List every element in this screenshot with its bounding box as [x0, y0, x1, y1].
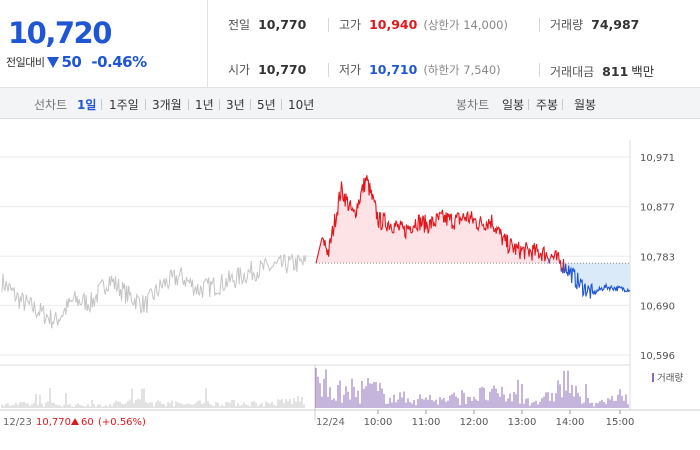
change-label: 전일대비	[6, 56, 45, 69]
volume-panel	[1, 368, 629, 408]
divider	[528, 99, 529, 110]
line-chart-label: 선차트	[34, 98, 68, 112]
chart-toolbar: 선차트 1일 1주일 3개월 1년 3년 5년 10년 봉차트 일봉 주봉 월봉	[0, 88, 700, 119]
stat-label: 저가	[339, 63, 362, 77]
price-chart: 10,971 10,877 10,783 10,690 10,596 10:00 11:0…	[0, 140, 700, 428]
stat-value: 10,710	[369, 62, 418, 77]
stat-value: 10,770	[258, 62, 307, 77]
stat-amount: 거래대금 811 백만	[550, 61, 654, 80]
candle-chart-label: 봉차트	[456, 98, 490, 112]
stat-label: 전일	[228, 18, 251, 32]
today-date-label: 12/24	[316, 417, 345, 428]
y-tick-label: 10,877	[640, 203, 675, 214]
quote-header: 10,720 전일대비 50 -0.46% 전일 10,770 고가 10,94…	[0, 0, 700, 88]
stat-label: 시가	[228, 63, 251, 77]
today-up-line	[562, 258, 565, 274]
stat-value: 811	[602, 64, 629, 79]
x-tick-label: 14:00	[556, 417, 585, 428]
tab-weekly-candle[interactable]: 주봉	[536, 98, 559, 112]
stat-label: 거래대금	[550, 65, 595, 79]
today-down-line	[563, 264, 631, 299]
divider	[328, 63, 329, 77]
y-tick-label: 10,783	[640, 252, 675, 263]
price-box: 10,720 전일대비 50 -0.46%	[0, 0, 208, 88]
previous-day-line	[1, 253, 307, 329]
divider	[328, 18, 329, 32]
divider	[250, 99, 251, 110]
chart-footer: 12/23 10,770 60 (+0.56%) 12/24	[3, 417, 345, 428]
divider	[101, 99, 102, 110]
x-axis: 10:00 11:00 12:00 13:00 14:00 15:00	[364, 410, 635, 428]
current-price: 10,720	[8, 16, 112, 50]
today-down-line	[560, 258, 565, 274]
today-series	[315, 175, 631, 299]
stat-high: 고가 10,940 (상한가 14,000)	[339, 16, 508, 33]
divider	[281, 99, 282, 110]
stat-open: 시가 10,770	[228, 61, 306, 78]
x-tick-label: 11:00	[412, 417, 441, 428]
tab-10years[interactable]: 10년	[288, 98, 315, 112]
up-triangle-icon	[71, 418, 79, 425]
stat-label: 고가	[339, 18, 362, 32]
x-tick-label: 10:00	[364, 417, 393, 428]
divider	[539, 63, 540, 77]
y-axis: 10,971 10,877 10,783 10,690 10,596	[640, 153, 675, 362]
tab-1day[interactable]: 1일	[77, 98, 97, 112]
stat-value: 74,987	[591, 17, 640, 32]
prev-date-label: 12/23	[3, 417, 32, 428]
tab-1week[interactable]: 1주일	[109, 98, 139, 112]
down-triangle-icon	[47, 56, 60, 68]
tab-5years[interactable]: 5년	[257, 98, 276, 112]
divider	[539, 18, 540, 32]
x-tick-label: 13:00	[508, 417, 537, 428]
x-tick-label: 15:00	[606, 417, 635, 428]
tab-1year[interactable]: 1년	[195, 98, 214, 112]
volume-legend: 거래량	[652, 372, 683, 384]
stat-value: 10,770	[258, 17, 307, 32]
divider	[188, 99, 189, 110]
divider	[145, 99, 146, 110]
y-tick-label: 10,596	[640, 351, 675, 362]
volume-legend-label: 거래량	[657, 372, 683, 384]
stat-prev-close: 전일 10,770	[228, 16, 306, 33]
y-tick-label: 10,690	[640, 301, 675, 312]
y-tick-label: 10,971	[640, 153, 675, 164]
prev-close-value: 10,770	[36, 417, 71, 428]
today-up-line	[549, 250, 561, 264]
today-up-line	[315, 175, 550, 264]
prev-change: 60	[81, 417, 94, 428]
change-amount: 50	[61, 53, 82, 71]
lower-limit: (하한가 7,540)	[423, 63, 501, 77]
stat-low: 저가 10,710 (하한가 7,540)	[339, 61, 501, 78]
tab-3months[interactable]: 3개월	[152, 98, 182, 112]
area-fill	[316, 175, 630, 299]
stat-label: 거래량	[550, 18, 584, 32]
stat-volume: 거래량 74,987	[550, 16, 639, 33]
tab-3years[interactable]: 3년	[226, 98, 245, 112]
previous-day-series	[1, 253, 307, 329]
upper-limit: (상한가 14,000)	[423, 18, 508, 32]
up-area-fill	[550, 250, 560, 264]
divider	[562, 99, 563, 110]
x-tick-label: 12:00	[460, 417, 489, 428]
stat-value: 10,940	[369, 17, 418, 32]
tab-monthly-candle[interactable]: 월봉	[574, 98, 597, 112]
today-down-line	[548, 258, 551, 264]
stat-unit: 백만	[631, 64, 655, 79]
change-percent: -0.46%	[91, 53, 147, 71]
change-row: 전일대비 50 -0.46%	[6, 53, 147, 71]
tab-daily-candle[interactable]: 일봉	[502, 98, 525, 112]
down-area-fill	[564, 263, 630, 299]
volume-legend-swatch	[652, 373, 654, 382]
divider	[219, 99, 220, 110]
prev-change-pct: (+0.56%)	[98, 417, 146, 428]
